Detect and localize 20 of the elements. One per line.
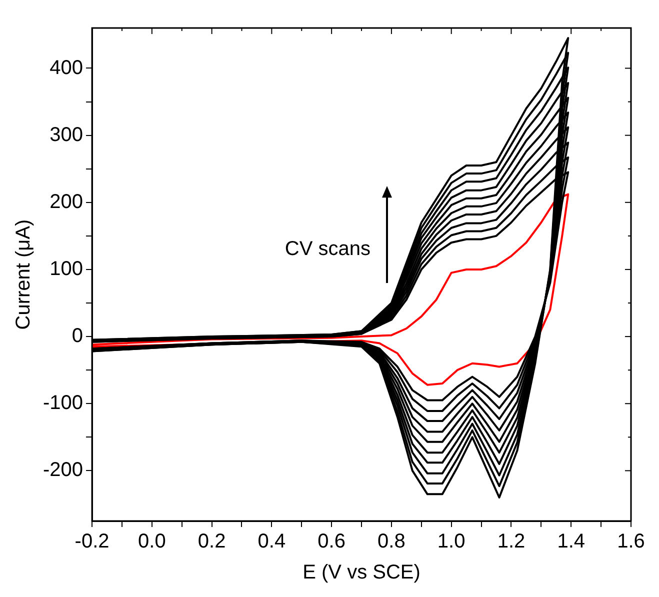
y-tick-label: -200	[43, 459, 84, 482]
y-tick-label: 400	[50, 56, 84, 79]
x-tick-label: 1.2	[497, 530, 526, 553]
x-tick-label: 0.8	[378, 530, 406, 553]
x-tick-label: 1.6	[617, 530, 645, 553]
x-tick-label: 0.4	[258, 530, 286, 553]
x-tick-label: 0.6	[318, 530, 346, 553]
annotation: CV scans	[284, 238, 370, 260]
y-tick-label: 100	[50, 258, 84, 280]
x-tick-label: 0.2	[198, 530, 226, 553]
text: 0.0	[138, 530, 166, 553]
x-axis-title: E (V vs SCE)	[302, 562, 420, 584]
y-tick-label: 200	[50, 190, 84, 213]
y-tick-label: 300	[50, 124, 84, 146]
x-tick-label: 1.0	[437, 530, 466, 553]
y-tick-label: -100	[43, 392, 84, 414]
x-tick-label: 1.4	[557, 530, 586, 553]
x-tick-label: -0.2	[74, 530, 110, 553]
y-tick-label: 0	[72, 325, 84, 348]
y-axis-title: Current (μA)	[12, 219, 35, 330]
